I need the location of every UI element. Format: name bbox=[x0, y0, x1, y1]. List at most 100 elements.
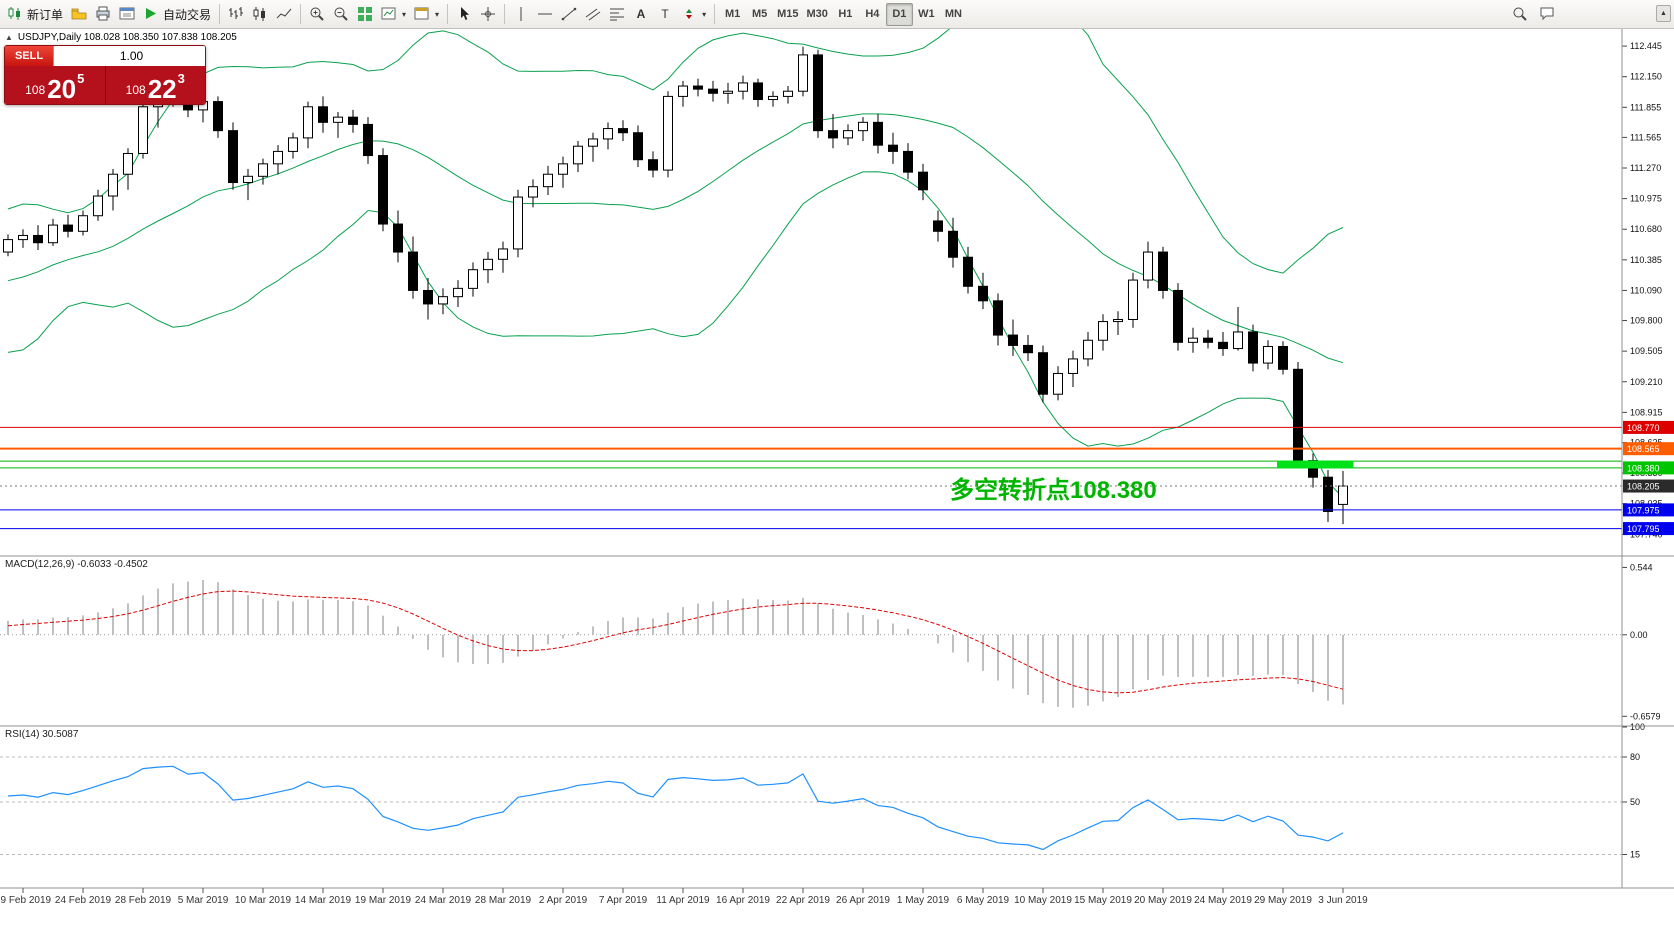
volume-input[interactable] bbox=[54, 46, 205, 66]
sell-button[interactable]: SELL bbox=[5, 46, 53, 66]
candlestick-chart-button[interactable] bbox=[248, 3, 272, 26]
horizontal-line-button[interactable] bbox=[533, 3, 557, 26]
timeframe-mn-button[interactable]: MN bbox=[940, 3, 967, 26]
autotrading-label: 自动交易 bbox=[163, 7, 212, 22]
market-watch-button[interactable] bbox=[115, 3, 139, 26]
svg-text:14 Mar 2019: 14 Mar 2019 bbox=[295, 895, 352, 906]
chart-profiles-button[interactable]: ▾ bbox=[410, 3, 443, 26]
channel-button[interactable] bbox=[581, 3, 605, 26]
main-toolbar: 新订单 自动交易 bbox=[0, 0, 1674, 29]
svg-text:28 Mar 2019: 28 Mar 2019 bbox=[475, 895, 532, 906]
svg-text:7 Apr 2019: 7 Apr 2019 bbox=[599, 895, 648, 906]
search-button[interactable] bbox=[1508, 3, 1532, 26]
zoom-out-icon bbox=[334, 7, 348, 21]
chart-annotation[interactable]: 多空转折点108.380 bbox=[950, 477, 1157, 504]
svg-text:A: A bbox=[637, 7, 646, 21]
svg-text:112.150: 112.150 bbox=[1630, 72, 1662, 82]
vertical-line-icon bbox=[520, 7, 522, 21]
cursor-button[interactable] bbox=[452, 3, 476, 26]
bar-chart-button[interactable] bbox=[224, 3, 248, 26]
zoom-in-button[interactable] bbox=[305, 3, 329, 26]
time-scale[interactable] bbox=[0, 888, 1622, 914]
fibonacci-button[interactable] bbox=[605, 3, 629, 26]
scroll-up-button[interactable]: ▲ bbox=[1656, 5, 1671, 22]
arrows-icon bbox=[686, 9, 693, 19]
svg-text:108.205: 108.205 bbox=[1627, 482, 1660, 492]
timeframe-m5-button[interactable]: M5 bbox=[746, 3, 773, 26]
chat-icon bbox=[1540, 7, 1554, 21]
svg-text:107.975: 107.975 bbox=[1627, 505, 1660, 515]
dropdown-caret-icon: ▾ bbox=[702, 9, 707, 19]
text-button[interactable]: A bbox=[629, 3, 653, 26]
tile-windows-button[interactable] bbox=[353, 3, 377, 26]
print-icon bbox=[96, 6, 110, 21]
new-chart-button[interactable]: ▾ bbox=[377, 3, 410, 26]
svg-text:108.565: 108.565 bbox=[1627, 444, 1660, 454]
rsi-label: RSI(14) 30.5087 bbox=[5, 729, 79, 740]
svg-text:108.380: 108.380 bbox=[1627, 463, 1660, 473]
print-button[interactable] bbox=[91, 3, 115, 26]
sell-price-sup: 5 bbox=[77, 71, 85, 86]
svg-text:109.210: 109.210 bbox=[1630, 377, 1663, 387]
timeframe-m1-button[interactable]: M1 bbox=[719, 3, 746, 26]
new-order-label: 新订单 bbox=[27, 7, 64, 22]
line-chart-icon bbox=[276, 8, 292, 19]
zoom-out-button[interactable] bbox=[329, 3, 353, 26]
bar-chart-icon bbox=[229, 7, 244, 19]
svg-text:5 Mar 2019: 5 Mar 2019 bbox=[178, 895, 229, 906]
horizontal-line-icon bbox=[538, 13, 553, 15]
autotrading-button[interactable]: 自动交易 bbox=[139, 3, 215, 26]
toolbar-separator bbox=[504, 4, 506, 24]
chat-button[interactable] bbox=[1535, 3, 1559, 26]
buy-price-sup: 3 bbox=[177, 71, 185, 86]
tile-windows-icon bbox=[358, 7, 373, 21]
timeframe-w1-button[interactable]: W1 bbox=[913, 3, 940, 26]
profiles-button[interactable] bbox=[67, 3, 91, 26]
one-click-collapse-button[interactable]: ▲ bbox=[5, 33, 13, 42]
crosshair-button[interactable] bbox=[476, 3, 500, 26]
svg-text:T: T bbox=[661, 7, 669, 21]
svg-text:15 May 2019: 15 May 2019 bbox=[1074, 895, 1132, 906]
equidistant-channel-icon bbox=[585, 8, 601, 21]
label-button[interactable]: T bbox=[653, 3, 677, 26]
svg-text:2 Apr 2019: 2 Apr 2019 bbox=[539, 895, 588, 906]
arrows-button[interactable]: ▾ bbox=[677, 3, 710, 26]
timeframe-h1-button[interactable]: H1 bbox=[832, 3, 859, 26]
svg-text:108.915: 108.915 bbox=[1630, 407, 1663, 417]
dropdown-caret-icon: ▾ bbox=[402, 9, 407, 19]
timeframe-d1-button[interactable]: D1 bbox=[885, 2, 913, 26]
svg-text:22 Apr 2019: 22 Apr 2019 bbox=[776, 895, 830, 906]
search-icon bbox=[1513, 7, 1527, 21]
scroll-up-icon: ▲ bbox=[1660, 10, 1667, 17]
svg-text:16 Apr 2019: 16 Apr 2019 bbox=[716, 895, 770, 906]
price-scale[interactable] bbox=[1622, 29, 1674, 888]
svg-text:80: 80 bbox=[1630, 752, 1640, 762]
sell-price-big: 20 bbox=[47, 74, 77, 104]
svg-text:0.00: 0.00 bbox=[1630, 630, 1648, 640]
svg-text:110.090: 110.090 bbox=[1630, 285, 1662, 295]
svg-text:109.505: 109.505 bbox=[1630, 346, 1663, 356]
timeframe-m15-button[interactable]: M15 bbox=[773, 3, 802, 26]
svg-text:6 May 2019: 6 May 2019 bbox=[957, 895, 1010, 906]
svg-text:29 May 2019: 29 May 2019 bbox=[1254, 895, 1312, 906]
buy-price-button[interactable]: 108 22 3 bbox=[106, 66, 206, 104]
trendline-button[interactable] bbox=[557, 3, 581, 26]
crosshair-icon bbox=[481, 7, 496, 21]
svg-text:107.795: 107.795 bbox=[1627, 524, 1660, 534]
timeframe-h4-button[interactable]: H4 bbox=[859, 3, 886, 26]
new-order-button[interactable]: 新订单 bbox=[3, 3, 67, 26]
toolbar-separator bbox=[300, 4, 302, 24]
timeframe-m30-button[interactable]: M30 bbox=[802, 3, 831, 26]
sell-price-button[interactable]: 108 20 5 bbox=[5, 66, 106, 104]
svg-text:100: 100 bbox=[1630, 722, 1645, 732]
profiles-icon bbox=[71, 8, 87, 20]
vertical-line-button[interactable] bbox=[509, 3, 533, 26]
svg-text:26 Apr 2019: 26 Apr 2019 bbox=[836, 895, 890, 906]
svg-text:28 Feb 2019: 28 Feb 2019 bbox=[115, 895, 172, 906]
cursor-icon bbox=[461, 7, 470, 20]
svg-text:108.770: 108.770 bbox=[1627, 423, 1660, 433]
svg-text:111.855: 111.855 bbox=[1630, 102, 1661, 112]
line-chart-button[interactable] bbox=[272, 3, 296, 26]
